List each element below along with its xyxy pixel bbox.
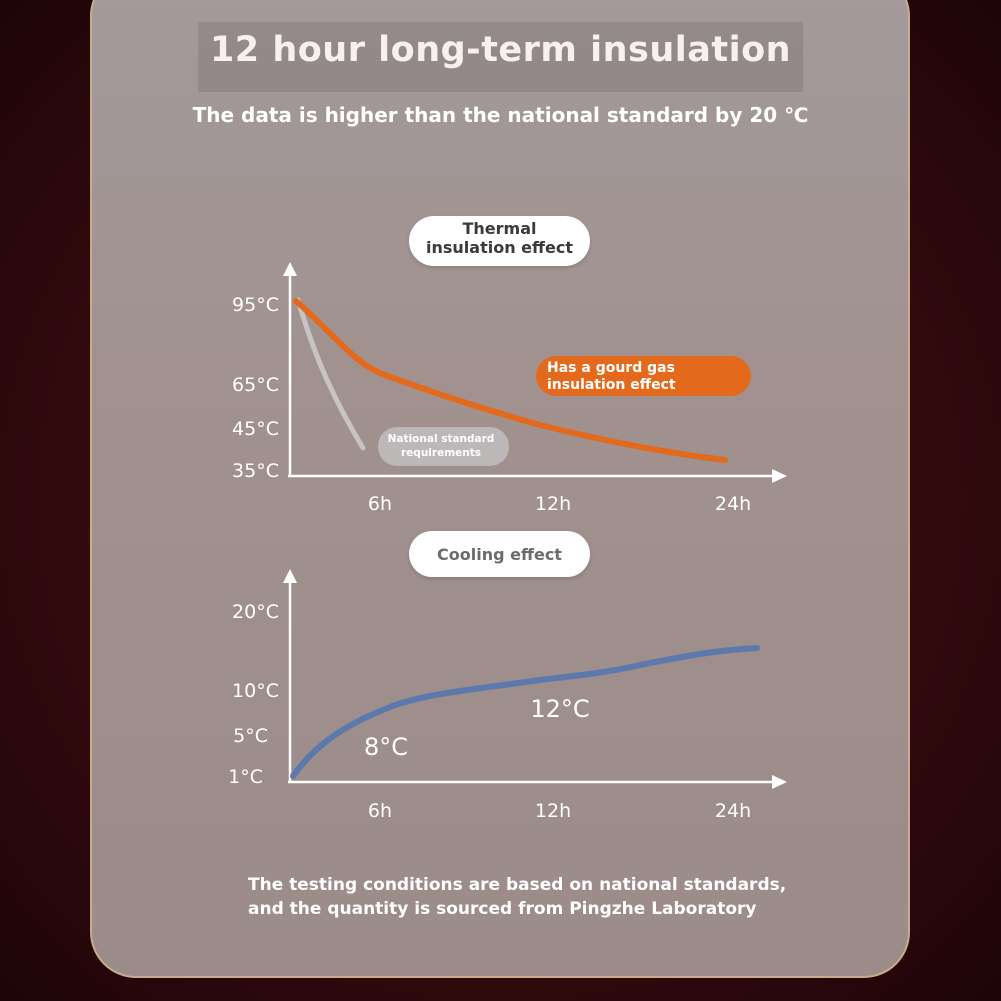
gourd-label-pill [536, 356, 751, 396]
thermal-x-tick-12h: 12h [535, 493, 571, 515]
footnote-line1: The testing conditions are based on nati… [248, 875, 787, 895]
page-title: 12 hour long-term insulation [209, 30, 792, 70]
thermal-x-axis-arrow [772, 469, 787, 483]
content-card [90, 0, 910, 978]
cooling-y-tick-1: 1°C [228, 766, 263, 788]
national-standard-line [295, 297, 366, 451]
cooling-chart: Cooling effect 20°C 10°C 5°C 1°C 6h 12h … [228, 531, 787, 822]
thermal-title-line1: Thermal [463, 219, 537, 238]
gourd-label-line2: insulation effect [547, 377, 676, 393]
thermal-title-line2: insulation effect [426, 238, 573, 257]
page-subtitle: The data is higher than the national sta… [192, 103, 809, 127]
cooling-y-axis-arrow [283, 569, 297, 583]
national-label-pill [378, 427, 509, 466]
title-band [198, 22, 803, 92]
cooling-annotation-8c: 8°C [364, 733, 408, 761]
cooling-y-tick-20: 20°C [232, 601, 279, 623]
thermal-y-tick-45: 45°C [232, 418, 279, 440]
gourd-insulation-line [293, 298, 728, 463]
thermal-x-tick-6h: 6h [368, 493, 392, 515]
cooling-title-pill [409, 531, 590, 577]
thermal-title-pill [409, 216, 590, 266]
thermal-y-tick-65: 65°C [232, 374, 279, 396]
gourd-label-line1: Has a gourd gas [547, 360, 675, 376]
thermal-y-tick-35: 35°C [232, 460, 279, 482]
cooling-x-axis-arrow [772, 775, 787, 789]
cooling-line [290, 645, 760, 779]
national-label-line2: requirements [401, 447, 481, 459]
thermal-y-axis-arrow [283, 262, 297, 276]
national-label-line1: National standard [388, 433, 495, 445]
cooling-x-tick-12h: 12h [535, 800, 571, 822]
cooling-title: Cooling effect [437, 545, 562, 564]
thermal-chart: Thermal insulation effect 95°C 65°C 45°C… [232, 216, 787, 515]
thermal-y-tick-95: 95°C [232, 294, 279, 316]
footnote-line2: and the quantity is sourced from Pingzhe… [248, 899, 757, 919]
cooling-x-tick-6h: 6h [368, 800, 392, 822]
footnote: The testing conditions are based on nati… [248, 873, 848, 921]
cooling-x-tick-24h: 24h [715, 800, 751, 822]
thermal-x-tick-24h: 24h [715, 493, 751, 515]
cooling-annotation-12c: 12°C [530, 695, 589, 723]
cooling-y-tick-5: 5°C [233, 725, 268, 747]
cooling-y-tick-10: 10°C [232, 680, 279, 702]
